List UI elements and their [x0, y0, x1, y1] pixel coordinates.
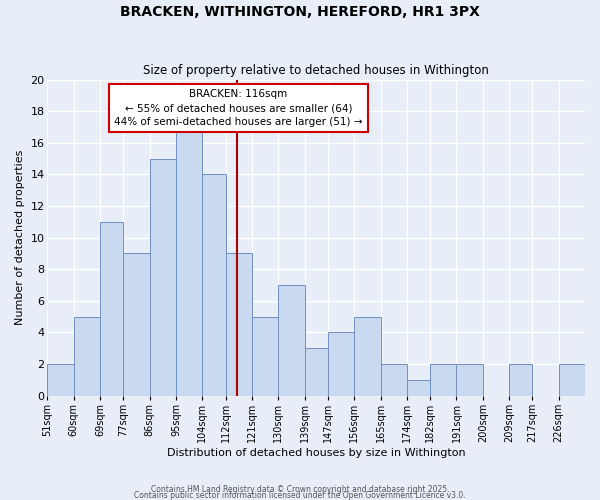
- Text: Contains HM Land Registry data © Crown copyright and database right 2025.: Contains HM Land Registry data © Crown c…: [151, 486, 449, 494]
- Bar: [380, 364, 407, 396]
- Bar: [74, 316, 100, 396]
- Bar: [278, 285, 305, 396]
- Bar: [354, 316, 380, 396]
- Text: BRACKEN: 116sqm
← 55% of detached houses are smaller (64)
44% of semi-detached h: BRACKEN: 116sqm ← 55% of detached houses…: [114, 89, 362, 127]
- Bar: [47, 364, 74, 396]
- Bar: [509, 364, 532, 396]
- Title: Size of property relative to detached houses in Withington: Size of property relative to detached ho…: [143, 64, 489, 77]
- Text: BRACKEN, WITHINGTON, HEREFORD, HR1 3PX: BRACKEN, WITHINGTON, HEREFORD, HR1 3PX: [120, 5, 480, 19]
- Bar: [176, 127, 202, 396]
- Bar: [328, 332, 354, 396]
- Bar: [430, 364, 457, 396]
- Bar: [202, 174, 226, 396]
- Bar: [124, 254, 150, 396]
- X-axis label: Distribution of detached houses by size in Withington: Distribution of detached houses by size …: [167, 448, 466, 458]
- Bar: [226, 254, 252, 396]
- Bar: [150, 158, 176, 396]
- Bar: [305, 348, 328, 396]
- Bar: [559, 364, 585, 396]
- Bar: [457, 364, 483, 396]
- Y-axis label: Number of detached properties: Number of detached properties: [15, 150, 25, 326]
- Bar: [100, 222, 124, 396]
- Bar: [252, 316, 278, 396]
- Text: Contains public sector information licensed under the Open Government Licence v3: Contains public sector information licen…: [134, 492, 466, 500]
- Bar: [407, 380, 430, 396]
